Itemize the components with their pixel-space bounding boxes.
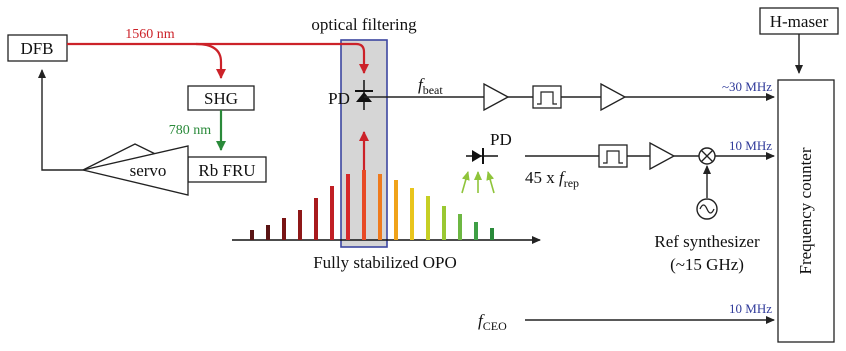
dfb-label: DFB [20,39,53,58]
fbeat-amplifier-2 [600,82,627,112]
servo-amplifier-shape [82,145,189,196]
comb-tooth [394,180,398,240]
rb-fru-label: Rb FRU [198,161,255,180]
wavelength-780-label: 780 nm [169,123,212,138]
fbeat-amplifier-1 [483,82,510,112]
rep-rate-label: 45 x frep [525,168,579,190]
comb-tooth [282,218,286,240]
comb-tooth [410,188,414,240]
comb-tooth [346,174,350,240]
freq-30mhz-label: ~30 MHz [722,79,772,94]
comb-tooth [474,222,478,240]
comb-caption: Fully stabilized OPO [313,253,457,272]
bandpass-filter-bottom [598,144,628,168]
light-arrow-3 [486,171,495,194]
comb-tooth [298,210,302,240]
shg-label: SHG [204,89,238,108]
servo-feedback-wire [38,69,83,171]
photodiode-secondary [466,148,498,164]
fceo-label: fCEO [478,311,507,333]
comb-teeth [250,170,494,240]
freq-10mhz-bottom-label: 10 MHz [729,301,772,316]
rep-amplifier [649,141,676,171]
wavelength-1560-label: 1560 nm [125,27,175,42]
frequency-counter-box [777,79,835,343]
bandpass-filter-top [532,85,562,109]
comb-tooth [266,225,270,240]
comb-tooth [490,228,494,240]
comb-tooth [442,206,446,240]
comb-tooth [458,214,462,240]
fbeat-label: fbeat [418,75,443,97]
comb-tooth [250,230,254,240]
ref-synthesizer-source [696,198,718,220]
ref-synth-label-1: Ref synthesizer [654,232,760,251]
frequency-counter-label: Frequency counter [796,147,815,274]
pd-secondary-label: PD [490,130,512,149]
optical-filtering-label: optical filtering [311,15,417,34]
h-maser-label: H-maser [770,12,829,31]
comb-tooth [426,196,430,240]
red-beam-main [67,42,369,74]
h-maser-box [759,7,839,35]
comb-tooth [378,174,382,240]
dfb-box [7,34,68,62]
ref-synth-label-2: (~15 GHz) [670,255,744,274]
comb-tooth [330,186,334,240]
red-beam-to-shg [195,42,226,79]
pd-main-label: PD [328,89,350,108]
freq-10mhz-top-label: 10 MHz [729,138,772,153]
comb-tooth [362,170,366,240]
comb-tooth [314,198,318,240]
mixer [698,147,716,165]
light-arrow-1 [461,171,470,194]
servo-label: servo [130,161,167,180]
